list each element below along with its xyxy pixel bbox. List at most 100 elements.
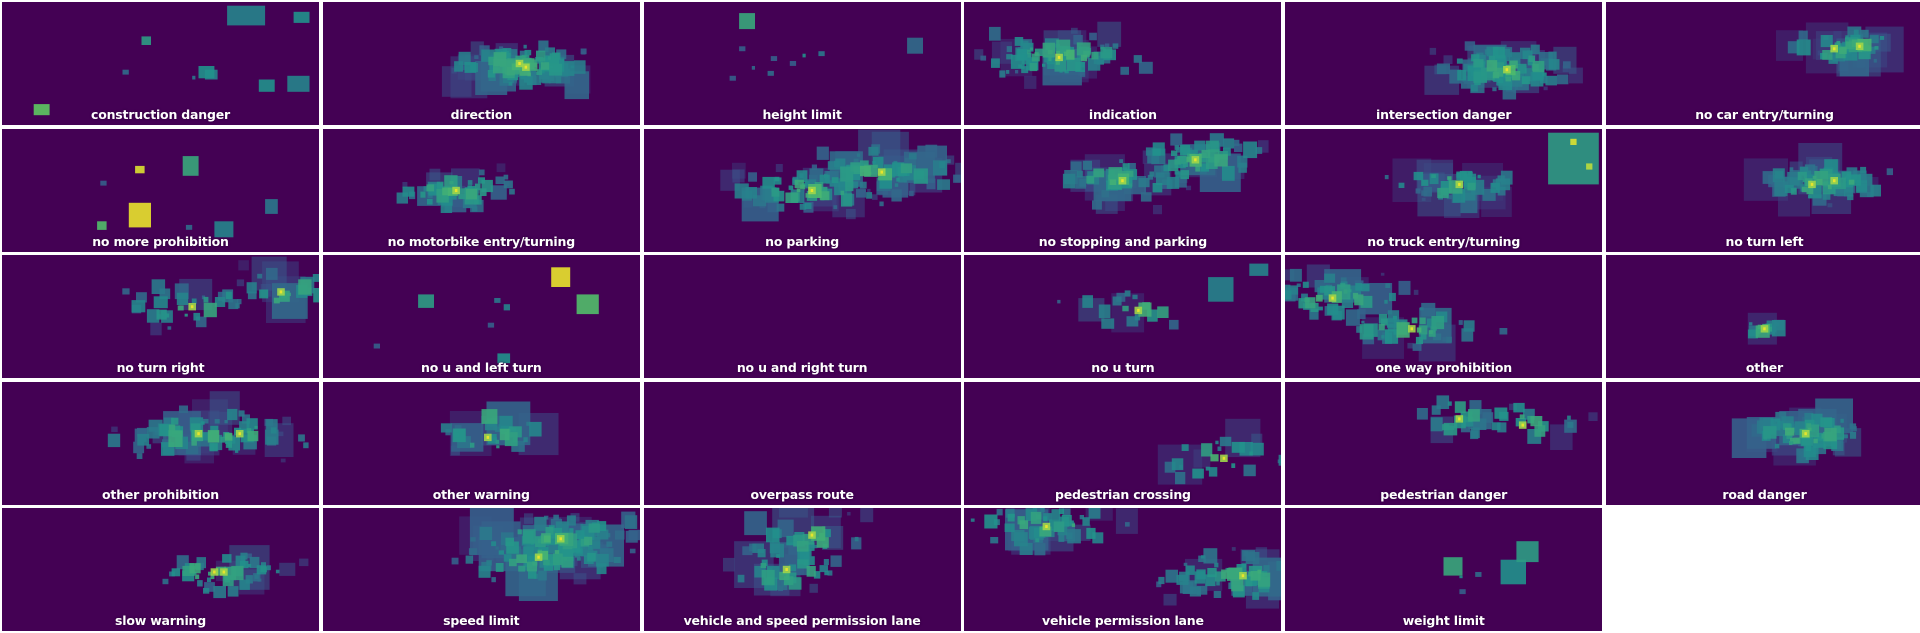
density-cell [906,37,923,54]
density-cell [1437,63,1451,75]
density-cell [141,36,151,45]
density-cell [1446,194,1453,199]
density-cell [1301,293,1309,302]
density-cell [1838,47,1847,54]
density-cell [1288,285,1299,295]
density-cell [1064,69,1070,74]
density-cell [1500,49,1511,62]
density-cell [1208,148,1220,162]
density-cell [1820,416,1833,427]
density-cell [493,52,507,67]
density-cell [747,171,757,182]
density-cell [1137,308,1140,312]
density-cell [767,199,779,212]
density-cell [1112,296,1122,306]
density-cell [1784,427,1795,436]
heatmap-plot [107,390,309,463]
density-cell [1490,182,1500,193]
density-cell [469,442,475,448]
density-cell [242,413,250,424]
density-cell [1361,320,1365,324]
density-cell [1534,424,1546,437]
density-cell [1509,60,1518,69]
density-cell [859,165,871,176]
density-cell [895,177,900,182]
density-cell [535,50,546,62]
density-cell [518,75,533,90]
density-cell [1858,44,1861,48]
density-cell [1519,413,1525,419]
density-cell [1771,320,1786,337]
density-cell [222,570,226,574]
density-cell [247,563,252,568]
density-cell [625,530,638,543]
density-cell [478,169,485,175]
density-cell [1410,327,1414,331]
density-cell [1869,35,1879,44]
heatmap-plot [1384,132,1599,218]
density-cell [1255,146,1263,154]
density-cell [1416,336,1424,345]
density-cell [562,547,573,559]
density-cell [1088,508,1101,519]
density-cell [192,75,196,80]
density-cell [214,418,220,423]
density-cell [1331,296,1334,300]
density-cell [1327,303,1339,315]
density-cell [1021,66,1029,74]
density-cell [1423,186,1433,196]
density-cell [752,194,766,206]
density-cell [1447,175,1452,180]
panel-label: no turn left [1725,233,1804,249]
density-cell [518,62,521,65]
density-cell [1296,283,1301,287]
density-cell [538,40,549,53]
density-cell [1192,468,1205,478]
density-cell [523,436,528,442]
density-cell [1186,565,1196,575]
density-cell [207,429,220,442]
density-cell [1058,55,1061,59]
density-cell [163,417,174,427]
density-cell [1523,408,1535,420]
density-cell [1040,508,1046,513]
density-cell [1149,171,1155,177]
density-cell [1097,21,1122,47]
density-cell [575,530,585,540]
density-cell [1054,58,1067,72]
density-cell [1183,161,1189,167]
density-cell [1570,138,1577,145]
density-cell [1206,156,1219,169]
density-cell [804,202,812,209]
density-cell [527,556,535,564]
density-cell [298,433,305,441]
density-cell [1793,437,1800,444]
density-cell [508,558,517,567]
heatmap-plot [373,267,599,364]
panel-label: one way prohibition [1375,360,1512,375]
density-cell [1302,281,1309,288]
heatmap-plot [122,256,319,336]
density-cell [1122,305,1130,312]
density-cell [1437,187,1449,198]
density-cell [1461,79,1472,89]
density-cell [1126,170,1134,177]
heatmap-plot [451,508,640,601]
heatmap-plot [440,401,559,456]
density-cell [458,187,469,199]
density-cell [774,176,779,181]
density-cell [1007,513,1016,522]
density-cell [796,169,807,182]
density-cell [1420,332,1427,340]
density-cell [1062,515,1073,527]
density-cell [137,427,148,437]
density-cell [1258,139,1269,153]
density-cell [1030,47,1034,51]
density-cell [1234,139,1240,146]
density-cell [1034,543,1046,556]
density-cell [520,75,525,80]
density-cell [1048,57,1052,62]
density-cell [313,288,319,303]
density-cell [526,561,537,572]
panel-label: road danger [1722,486,1807,502]
